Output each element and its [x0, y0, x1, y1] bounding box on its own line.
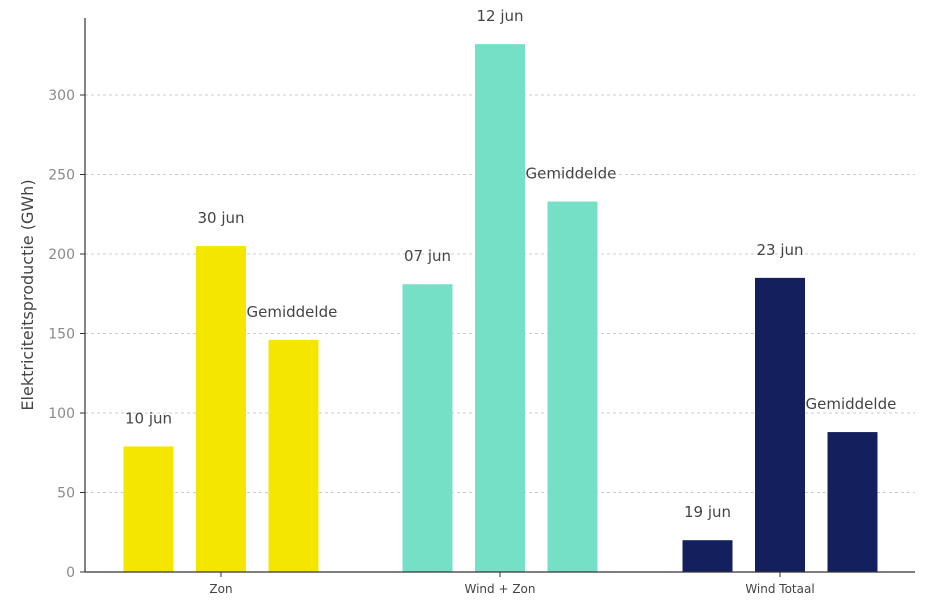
bar — [827, 432, 878, 572]
bar-label: 10 jun — [125, 409, 172, 427]
bar — [547, 201, 598, 572]
y-tick-label: 150 — [48, 327, 75, 343]
y-tick-label: 200 — [48, 247, 75, 263]
bar — [755, 277, 805, 572]
bar-label: 19 jun — [684, 503, 731, 521]
bar — [475, 44, 525, 573]
bar-label: Gemiddelde — [247, 303, 338, 321]
bar-label: Gemiddelde — [806, 395, 897, 413]
x-category-label: Zon — [209, 582, 232, 596]
y-tick-label: 250 — [48, 168, 75, 184]
y-tick-label: 50 — [57, 486, 75, 502]
bar-label: 23 jun — [756, 241, 803, 259]
x-category-label: Wind + Zon — [464, 582, 535, 596]
x-axis-categories: Zon Wind + Zon Wind Totaal — [209, 572, 815, 596]
bar — [268, 339, 319, 572]
bar — [123, 446, 174, 572]
y-tick-label: 300 — [48, 88, 75, 104]
bar — [196, 246, 246, 573]
bar-label: 12 jun — [476, 7, 523, 25]
y-axis-ticks: 0 50 100 150 200 250 300 — [48, 88, 85, 581]
bar-label: 30 jun — [197, 209, 244, 227]
bar-labels: 10 jun 30 jun Gemiddelde 07 jun 12 jun Gemidd… — [125, 7, 896, 521]
y-tick-label: 0 — [66, 565, 75, 581]
bar — [402, 284, 453, 572]
bars — [123, 44, 878, 573]
bar-label: 07 jun — [404, 247, 451, 265]
x-category-label: Wind Totaal — [745, 582, 814, 596]
bar-label: Gemiddelde — [526, 165, 617, 183]
bar — [682, 540, 733, 572]
y-tick-label: 100 — [48, 406, 75, 422]
y-axis-title: Elektriciteitsproductie (GWh) — [18, 179, 37, 410]
